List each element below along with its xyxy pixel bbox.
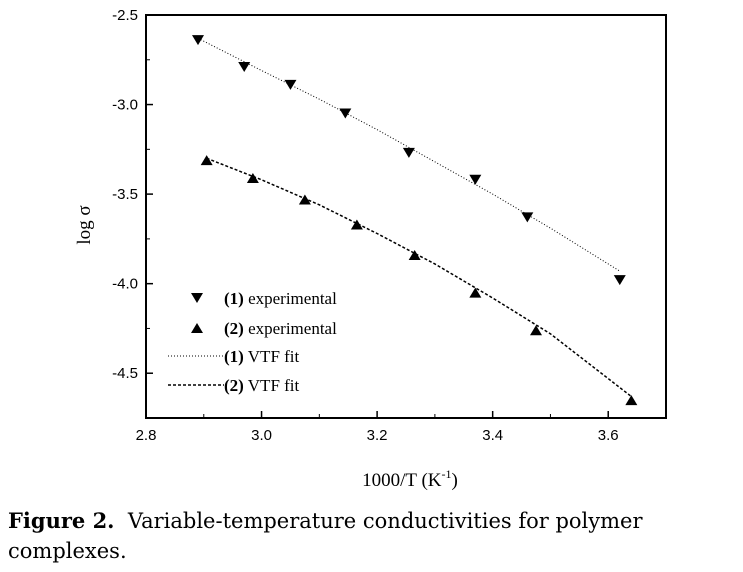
data-point-series-1 — [469, 174, 482, 185]
data-point-series-1 — [402, 147, 415, 158]
y-tick-label: -3.0 — [112, 97, 138, 114]
data-point-series-2 — [350, 219, 363, 230]
y-tick-label: -4.5 — [112, 365, 138, 382]
ticks: 2.8 3.0 3.2 3.4 3.6 -2.5 -3.0 -3.5 -4.0 -4.5 — [112, 7, 619, 444]
data-point-series-2 — [408, 250, 421, 261]
x-tick-label: 2.8 — [136, 427, 157, 444]
data-point-series-1 — [238, 61, 251, 72]
svg-text:(1) VTF fit: (1) VTF fit — [224, 347, 300, 366]
y-tick-label: -2.5 — [112, 7, 138, 24]
x-tick-label: 3.0 — [251, 427, 272, 444]
chart: 2.8 3.0 3.2 3.4 3.6 -2.5 -3.0 -3.5 -4.0 -4.5 1000… — [74, 7, 667, 491]
data-point-series-1 — [613, 275, 626, 286]
data-point-series-2 — [625, 395, 638, 406]
caption-text: Variable-temperature conductivities for … — [8, 509, 643, 563]
svg-text:(1) experimental: (1) experimental — [224, 289, 337, 308]
x-tick-label: 3.4 — [482, 427, 503, 444]
legend-item-2-vtf-fit: (2) VTF fit — [168, 376, 300, 395]
triangle-down-icon — [191, 293, 203, 303]
y-tick-label: -4.0 — [112, 276, 138, 293]
svg-text:(2) experimental: (2) experimental — [224, 319, 337, 338]
figure-label: Figure 2. — [8, 508, 115, 533]
x-tick-label: 3.6 — [598, 427, 619, 444]
data-point-series-2 — [298, 194, 311, 205]
x-tick-label: 3.2 — [367, 427, 388, 444]
data-point-series-1 — [521, 212, 534, 223]
data-point-series-1 — [192, 35, 204, 46]
y-axis-title: log σ — [74, 205, 95, 244]
plot-frame — [145, 14, 667, 419]
triangle-up-icon — [191, 323, 203, 333]
y-tick-label: -3.5 — [112, 186, 138, 203]
data-point-series-2 — [469, 287, 482, 298]
fit-line-series-3 — [197, 37, 621, 272]
x-axis-title: 1000/T (K-1) — [362, 467, 458, 491]
data-point-series-2 — [246, 172, 259, 183]
legend: (1) experimental (2) experimental (1) VT… — [168, 289, 337, 395]
data-point-series-2 — [200, 155, 213, 166]
legend-item-1-experimental: (1) experimental — [191, 289, 337, 308]
legend-item-1-vtf-fit: (1) VTF fit — [168, 347, 300, 366]
figure-caption: Figure 2. Variable-temperature conductiv… — [8, 506, 738, 566]
legend-item-2-experimental: (2) experimental — [191, 319, 337, 338]
data-point-series-1 — [339, 108, 352, 119]
svg-text:(2) VTF fit: (2) VTF fit — [224, 376, 300, 395]
fit-lines — [197, 37, 632, 398]
data-markers — [192, 35, 638, 406]
data-point-series-2 — [530, 325, 542, 336]
fit-line-series-4 — [206, 157, 632, 398]
data-point-series-1 — [284, 79, 297, 90]
